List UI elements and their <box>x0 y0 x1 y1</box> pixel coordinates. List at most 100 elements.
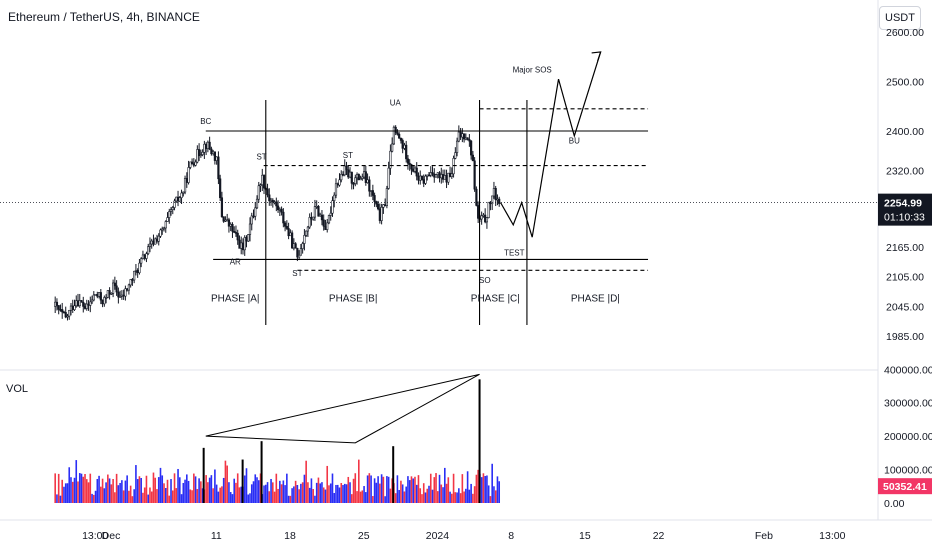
candle-body <box>491 195 494 205</box>
candle-body <box>433 173 436 178</box>
currency-selector-button[interactable]: USDT <box>879 6 921 30</box>
candle-body <box>399 137 403 141</box>
volume-bar <box>498 481 501 503</box>
candle-body <box>54 301 57 307</box>
volume-bar <box>177 468 179 503</box>
last-volume-tag <box>878 478 932 495</box>
annotation-label: SO <box>479 276 491 285</box>
candle-body <box>83 306 87 309</box>
candle-body <box>180 192 183 199</box>
candle-body <box>112 282 115 294</box>
volume-bar <box>131 496 134 503</box>
volume-bar <box>294 480 297 503</box>
candle-body <box>431 172 434 175</box>
volume-bar <box>84 474 86 503</box>
volume-wedge <box>205 373 480 444</box>
volume-bar <box>328 485 330 503</box>
candle-body <box>485 217 489 223</box>
time-tick-label: 25 <box>358 530 370 542</box>
candle-body <box>266 188 269 196</box>
volume-bar <box>156 489 158 503</box>
volume-bar <box>279 480 281 503</box>
volume-bar <box>408 480 411 503</box>
volume-bar <box>193 473 195 503</box>
volume-bar <box>163 483 165 503</box>
candle-body <box>313 206 317 218</box>
candle-body <box>238 239 241 249</box>
candle-body <box>347 169 350 178</box>
candle-body <box>364 171 367 183</box>
candle-body <box>183 178 187 193</box>
candle-body <box>124 288 127 297</box>
candle-body <box>59 309 62 311</box>
volume-bar <box>343 483 346 503</box>
volume-bar <box>133 489 135 503</box>
volume-bar <box>98 475 100 503</box>
volume-bar <box>243 475 246 503</box>
candle-body <box>464 137 467 140</box>
volume-bar <box>480 477 483 503</box>
candle-body <box>208 141 211 150</box>
arrow-head <box>591 51 602 62</box>
candle-body <box>194 161 197 166</box>
volume-bar <box>486 475 488 503</box>
volume-bar <box>142 492 144 503</box>
volume-bar <box>329 483 332 503</box>
volume-bar <box>101 478 104 503</box>
volume-bar <box>282 480 285 503</box>
candle-body <box>94 294 97 296</box>
candle-body <box>368 179 371 192</box>
candle-body <box>229 224 232 227</box>
candle-body <box>331 200 334 214</box>
candle-body <box>157 235 160 242</box>
candle-body <box>80 300 83 303</box>
volume-bar <box>307 482 309 503</box>
volume-bar <box>168 495 171 503</box>
volume-bar <box>445 483 448 503</box>
volume-bar <box>342 485 344 503</box>
candle-body <box>291 232 294 249</box>
volume-bar <box>208 477 211 503</box>
volume-bar <box>489 496 492 503</box>
volume-bar <box>347 476 350 503</box>
volume-spike-bar <box>478 379 481 503</box>
volume-bar <box>205 475 207 503</box>
candle-body <box>475 188 478 206</box>
time-tick-label: 15 <box>579 530 591 542</box>
candle-body <box>292 243 295 249</box>
volume-bar <box>57 473 60 503</box>
volume-bar <box>368 473 371 503</box>
annotation-label: PHASE |B| <box>329 293 378 304</box>
annotation-label: PHASE |C| <box>471 293 520 304</box>
volume-bar <box>129 485 132 503</box>
annotation-label: BU <box>569 136 580 145</box>
price-tick-label: 2500.00 <box>886 77 924 89</box>
volume-bar <box>170 479 172 503</box>
volume-bar <box>422 483 425 503</box>
volume-bar <box>442 487 444 503</box>
volume-bar <box>280 484 283 503</box>
candle-body <box>192 163 195 166</box>
volume-bar <box>249 493 251 503</box>
candle-body <box>417 175 420 181</box>
candle-body <box>434 174 438 178</box>
volume-bar <box>226 465 228 503</box>
candle-body <box>396 132 399 135</box>
volume-tick-label: 100000.00 <box>884 465 932 477</box>
candle-body <box>450 173 453 177</box>
candle-body <box>345 165 348 171</box>
volume-bar <box>186 474 188 503</box>
volume-bar <box>286 473 288 503</box>
annotation-label: PHASE |D| <box>571 293 620 304</box>
candle-body <box>394 126 397 133</box>
candle-body <box>419 175 422 181</box>
volume-bar <box>461 474 464 503</box>
volume-bar <box>305 460 307 503</box>
candle-body <box>341 173 345 176</box>
volume-bar <box>173 473 176 503</box>
candle-body <box>141 254 145 259</box>
volume-bar <box>254 474 257 503</box>
candle-body <box>250 215 253 225</box>
candle-body <box>219 178 222 199</box>
